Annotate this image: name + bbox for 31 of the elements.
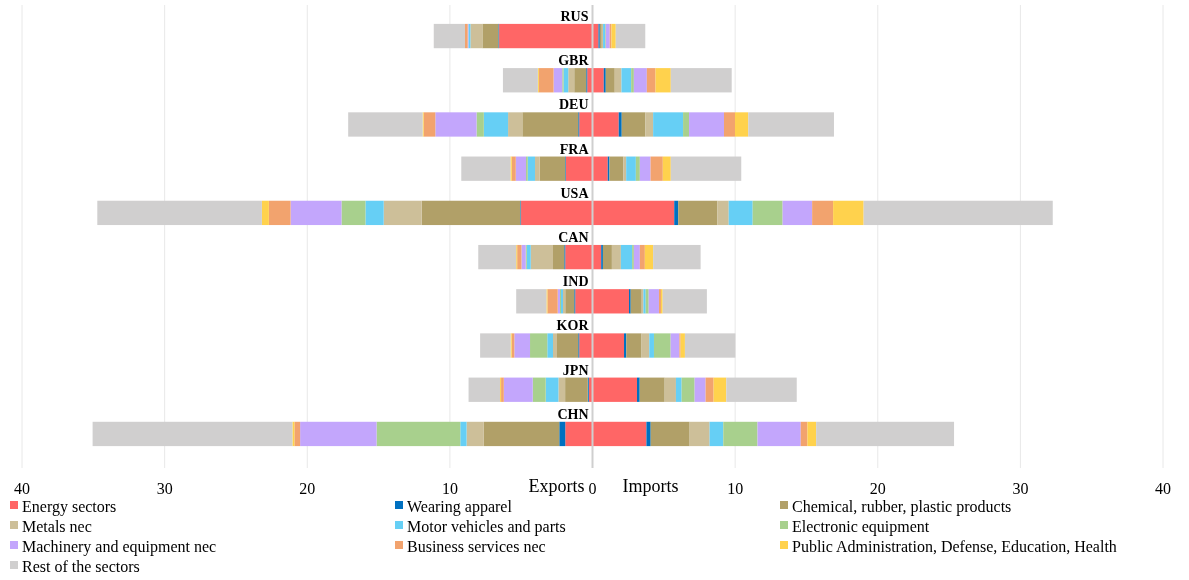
legend-label: Public Administration, Defense, Education, Health (792, 537, 1117, 555)
x-tick-label: 40 (14, 480, 30, 497)
legend-label: Electronic equipment (792, 517, 930, 536)
x-tick-label: 30 (156, 480, 173, 497)
legend-label: Machinery and equipment nec (22, 537, 217, 556)
legend-label: Business services nec (407, 537, 546, 555)
x-tick-label: 20 (869, 480, 886, 497)
legend-label: Energy sectors (22, 497, 117, 516)
y-tick-label: IND (562, 274, 589, 290)
x-tick-label: 10 (441, 480, 458, 497)
y-tick-label: GBR (558, 53, 590, 69)
legend-label: Chemical, rubber, plastic products (792, 497, 1012, 516)
y-tick-label: DEU (558, 97, 589, 113)
y-tick-label: USA (560, 185, 590, 201)
x-tick-label: 10 (727, 480, 744, 497)
x-tick-label: 30 (1012, 480, 1029, 497)
y-tick-label: KOR (556, 318, 590, 334)
text: Exports (528, 476, 585, 496)
text: Imports (622, 476, 679, 496)
x-tick-label: 0 (588, 480, 597, 497)
legend-label: Wearing apparel (407, 497, 513, 516)
legend-label: Rest of the sectors (22, 557, 140, 575)
legend-label: Metals nec (22, 517, 92, 535)
x-tick-label: 20 (299, 480, 316, 497)
y-tick-label: FRA (559, 141, 590, 157)
y-tick-label: JPN (562, 362, 589, 378)
y-tick-label: RUS (560, 8, 589, 24)
legend-label: Motor vehicles and parts (407, 517, 566, 536)
x-tick-label: 40 (1155, 480, 1171, 497)
y-tick-label: CHN (557, 406, 589, 422)
y-tick-label: CAN (558, 229, 589, 245)
